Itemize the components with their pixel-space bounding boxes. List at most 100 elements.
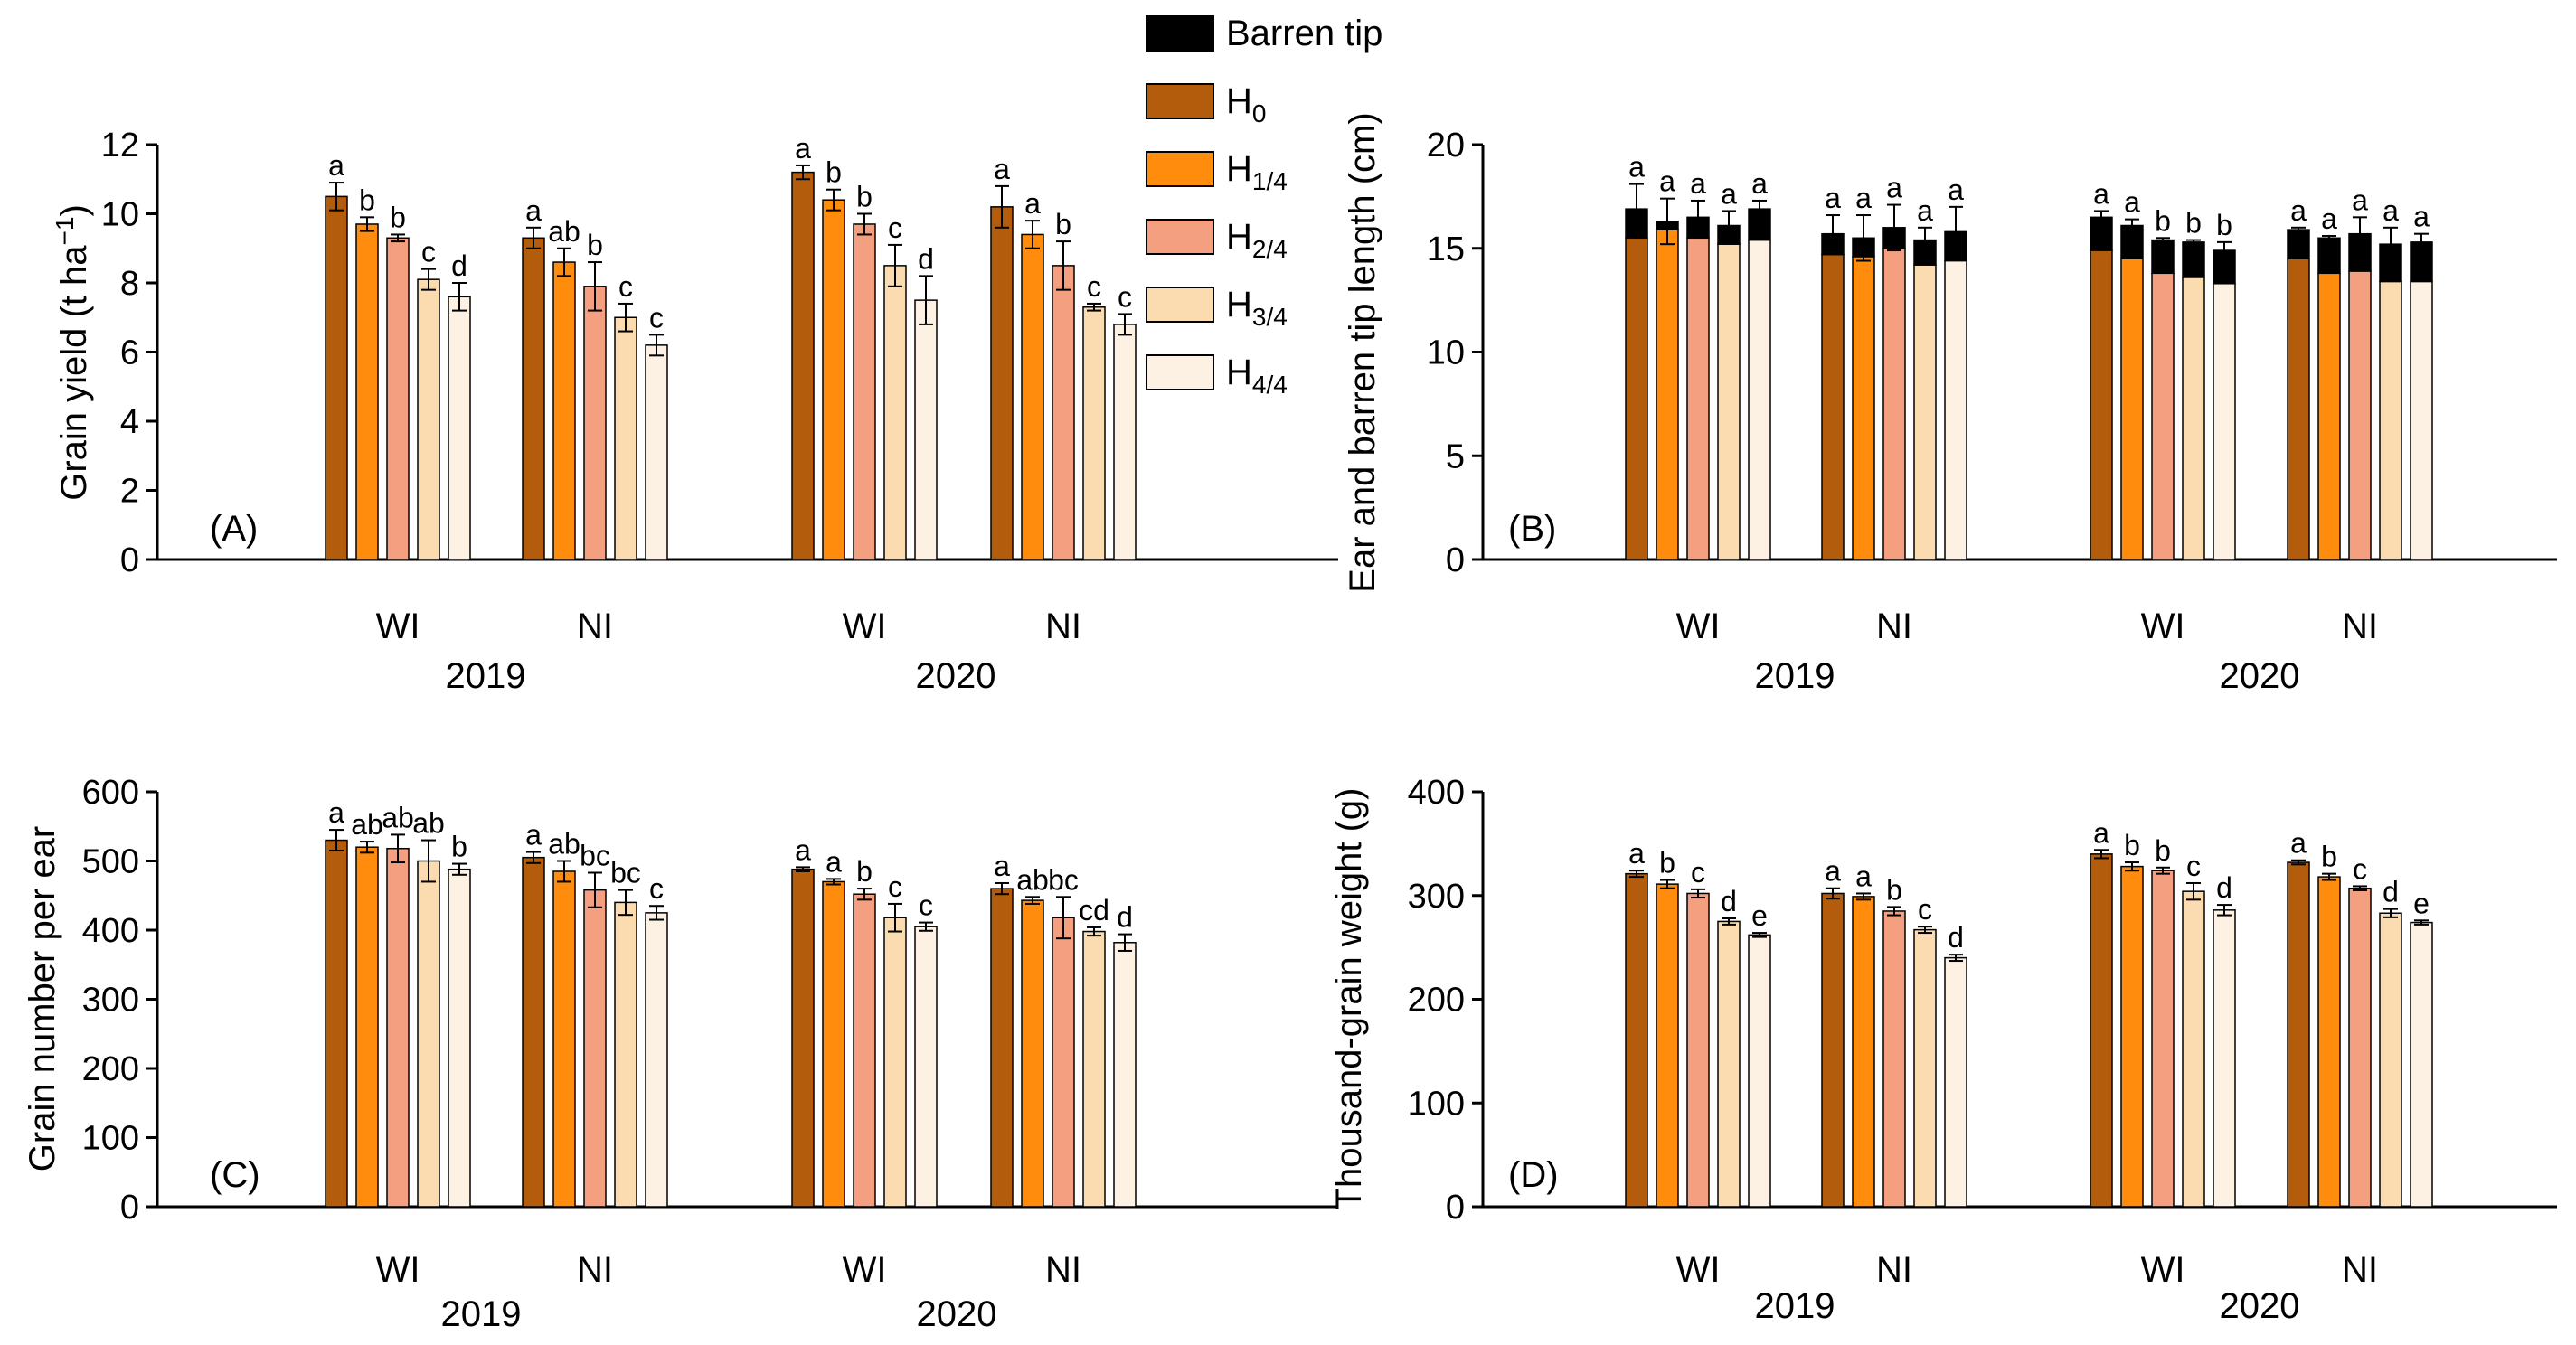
panel-label: (B)	[1508, 509, 1556, 549]
y-tick-label: 0	[1446, 1189, 1465, 1227]
bar-H2/4	[583, 889, 607, 1208]
y-tick-label: 100	[82, 1120, 139, 1158]
panel-C: 0 100 200 300 400 500 600 Grain number per ear (…	[23, 774, 1338, 1334]
x-year-label: 2020	[916, 656, 996, 696]
bar-ear-H3/4	[1717, 243, 1741, 560]
panel-B: 0 5 10 15 20 Ear and barren tip length (cm) (B…	[1343, 112, 2557, 696]
bar-ear-H1/4	[1656, 229, 1679, 560]
significance-letter: b	[2216, 209, 2232, 241]
bar-H4/4	[2410, 921, 2433, 1208]
bar-H3/4	[614, 901, 637, 1208]
bar-H0	[522, 237, 545, 560]
significance-letter: bc	[610, 857, 641, 889]
bar-H4/4	[1748, 934, 1771, 1208]
x-group-label: NI	[2342, 607, 2378, 646]
y-axis-title: Ear and barren tip length (cm)	[1343, 112, 1382, 592]
significance-letter: a	[2290, 194, 2307, 227]
significance-letter: a	[525, 819, 542, 851]
bar-ear-H3/4	[1913, 264, 1937, 560]
significance-letter: a	[994, 153, 1010, 185]
x-group-label: NI	[577, 607, 613, 646]
x-group-label: NI	[1876, 607, 1912, 646]
significance-letter: a	[2093, 177, 2109, 210]
significance-letter: a	[1886, 172, 1902, 204]
legend-swatch-H24	[1146, 219, 1214, 255]
significance-letter: a	[1855, 860, 1872, 892]
x-group-label: NI	[1045, 1250, 1081, 1290]
bar-barren-tip	[2182, 241, 2205, 278]
bar-H3/4	[2182, 890, 2205, 1208]
bar-H2/4	[386, 847, 410, 1208]
y-tick-label: 0	[120, 1189, 139, 1227]
y-tick-label: 100	[1408, 1085, 1465, 1123]
bar-H3/4	[1082, 930, 1106, 1208]
bar-H0	[325, 195, 348, 560]
bar-H4/4	[645, 344, 668, 560]
bar-H3/4	[614, 316, 637, 560]
significance-letter: b	[2321, 841, 2337, 873]
bar-H4/4	[914, 299, 938, 560]
significance-letter: a	[795, 132, 811, 165]
bar-H3/4	[883, 265, 907, 560]
significance-letter: ab	[1016, 863, 1049, 896]
x-group-label: WI	[843, 1250, 887, 1290]
bar-H2/4	[2151, 870, 2175, 1208]
significance-letter: c	[649, 301, 664, 334]
x-group-label: WI	[376, 1250, 420, 1290]
x-year-label: 2020	[2220, 1286, 2300, 1326]
bar-ear-H3/4	[2182, 277, 2205, 560]
significance-letter: b	[2185, 207, 2202, 240]
bar-H2/4	[1686, 892, 1710, 1208]
legend-swatch-barren	[1146, 15, 1214, 52]
bar-H4/4	[1113, 324, 1137, 560]
x-group-label: WI	[2141, 1250, 2185, 1290]
significance-letter: c	[888, 870, 902, 903]
legend-label-H0: H0	[1226, 81, 1266, 127]
bar-H3/4	[1717, 920, 1741, 1208]
bar-H0	[791, 868, 815, 1208]
legend-swatch-H0	[1146, 83, 1214, 119]
bar-H2/4	[583, 286, 607, 560]
significance-letter: a	[1690, 167, 1706, 200]
significance-letter: a	[1721, 177, 1737, 210]
legend-swatch-H44	[1146, 354, 1214, 390]
significance-letter: ab	[412, 807, 445, 840]
y-axis-title: Grain number per ear	[23, 826, 62, 1171]
significance-letter: a	[1628, 837, 1645, 870]
x-group-label: WI	[376, 607, 420, 646]
significance-letter: d	[2216, 871, 2232, 904]
legend-label-H14: H1/4	[1226, 149, 1288, 195]
bar-H0	[2090, 853, 2113, 1208]
bar-ear-H4/4	[1944, 259, 1967, 560]
y-tick-label: 300	[82, 982, 139, 1020]
panel-D: 0 100 200 300 400 Thousand-grain weight (g) (D…	[1329, 774, 2557, 1326]
significance-letter: e	[1751, 899, 1768, 932]
significance-letter: b	[2124, 829, 2140, 861]
significance-letter: a	[2290, 827, 2307, 860]
x-year-label: 2020	[2220, 656, 2300, 696]
significance-letter: cd	[1079, 894, 1109, 926]
y-tick-label: 12	[101, 127, 139, 165]
significance-letter: c	[2353, 852, 2367, 885]
bar-ear-H3/4	[2379, 280, 2402, 560]
significance-letter: a	[328, 149, 344, 182]
bar-ear-H2/4	[2348, 270, 2372, 560]
significance-letter: a	[826, 845, 842, 878]
significance-letter: a	[2383, 194, 2399, 227]
legend-swatch-H34	[1146, 287, 1214, 323]
bar-H0	[990, 206, 1014, 560]
significance-letter: a	[2321, 202, 2337, 235]
bar-ear-H4/4	[2410, 280, 2433, 560]
significance-letter: a	[2413, 201, 2430, 233]
y-tick-label: 300	[1408, 878, 1465, 916]
legend-subscript: 4/4	[1252, 371, 1288, 399]
significance-letter: a	[1825, 182, 1841, 214]
y-tick-label: 500	[82, 843, 139, 881]
bar-H4/4	[448, 868, 471, 1208]
legend-subscript: 1/4	[1252, 167, 1288, 195]
significance-letter: d	[451, 249, 467, 282]
significance-letter: a	[2124, 186, 2140, 219]
significance-letter: b	[587, 229, 603, 261]
bar-ear-H4/4	[2213, 283, 2236, 560]
